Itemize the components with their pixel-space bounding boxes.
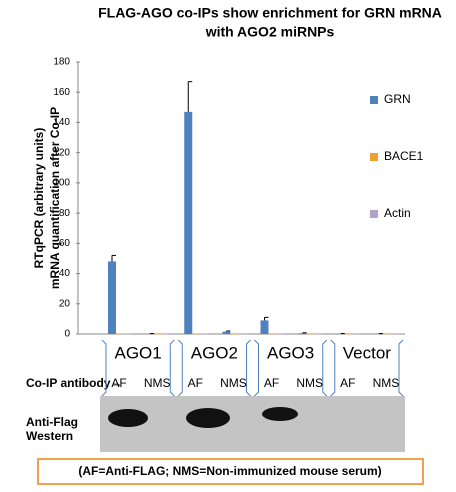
y-tick-label: 40 (59, 268, 71, 279)
y-tick-label: 80 (59, 208, 71, 219)
group-label: AGO2 (191, 343, 238, 362)
blot-label: Anti-Flag (26, 415, 78, 429)
bar (260, 320, 269, 334)
bar (154, 333, 163, 335)
y-axis-label: mRNA quantification after Co-IP (48, 107, 62, 289)
chart-title: with AGO2 miRNPs (205, 24, 335, 40)
bar (116, 333, 124, 335)
group-bracket (177, 339, 251, 397)
bar (306, 333, 315, 335)
bar (390, 333, 399, 335)
bar (124, 333, 132, 335)
legend-swatch (370, 210, 378, 218)
bar (108, 261, 116, 334)
blot-label: Western (26, 429, 73, 443)
y-tick-label: 100 (53, 178, 70, 189)
y-tick-label: 180 (53, 57, 70, 68)
bar (192, 333, 201, 335)
bar (298, 333, 307, 334)
legend-label: Actin (384, 206, 411, 220)
group-label: AGO3 (267, 343, 314, 362)
blot-band (186, 408, 230, 428)
bar (162, 333, 171, 335)
group-bracket (101, 339, 175, 397)
bar (238, 333, 247, 335)
bar (276, 333, 285, 335)
blot-band (262, 407, 298, 421)
y-tick-label: 20 (59, 298, 71, 309)
bar (382, 333, 391, 335)
bar (352, 333, 361, 335)
x-tick-label: NMS (373, 376, 400, 390)
bar (314, 333, 323, 335)
x-tick-label: AF (264, 376, 279, 390)
bar (344, 333, 353, 335)
legend-label: BACE1 (384, 149, 424, 163)
western-blot (100, 396, 405, 452)
x-tick-label: NMS (296, 376, 323, 390)
group-bracket (330, 339, 404, 397)
note: (AF=Anti-FLAG; NMS=Non-immunized mouse s… (78, 464, 381, 478)
x-tick-label: NMS (144, 376, 171, 390)
legend-swatch (370, 153, 378, 161)
legend-swatch (370, 96, 378, 104)
x-tick-label: AF (340, 376, 355, 390)
y-tick-label: 120 (53, 147, 70, 158)
group-label: Vector (343, 343, 392, 362)
y-tick-label: 160 (53, 87, 70, 98)
y-tick-label: 140 (53, 117, 70, 128)
y-tick-label: 60 (59, 238, 71, 249)
bar (184, 111, 193, 334)
blot-band (108, 409, 148, 427)
x-tick-label: NMS (220, 376, 247, 390)
bar (200, 333, 209, 335)
group-label: AGO1 (115, 343, 162, 362)
x-tick-label: AF (111, 376, 126, 390)
y-axis-label: RTqPCR (arbitrary units) (32, 128, 46, 269)
y-tick-label: 0 (64, 329, 70, 340)
bar (230, 333, 239, 335)
chart-title: FLAG-AGO co-IPs show enrichment for GRN … (98, 5, 442, 21)
legend-label: GRN (384, 92, 411, 106)
x-axis-label: Co-IP antibody→ (26, 376, 122, 390)
group-bracket (254, 339, 328, 397)
x-tick-label: AF (188, 376, 203, 390)
note-box (37, 458, 424, 485)
bar (222, 331, 231, 334)
bar (268, 333, 277, 335)
